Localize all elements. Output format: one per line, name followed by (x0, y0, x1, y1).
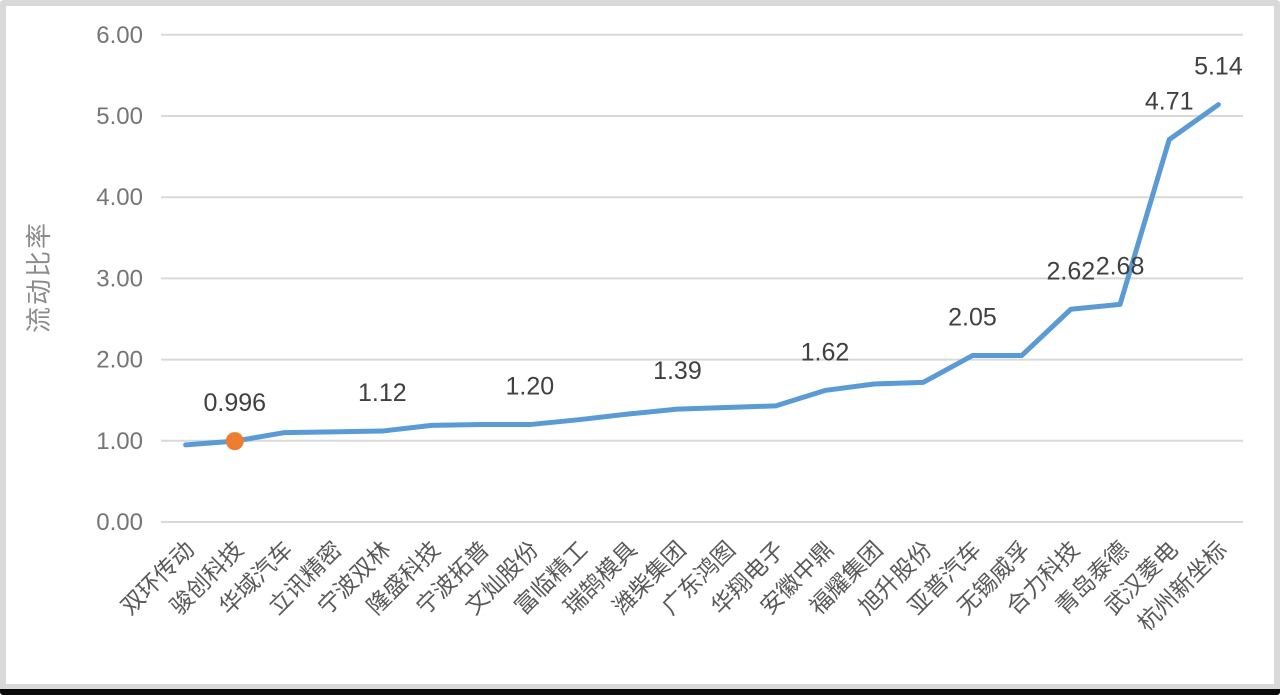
data-label: 1.62 (801, 338, 850, 366)
data-label: 1.20 (506, 373, 555, 401)
data-label: 2.05 (948, 304, 997, 332)
bottom-gray-strip (0, 684, 1280, 689)
highlight-marker (225, 432, 244, 451)
y-tick-label: 5.00 (96, 103, 143, 130)
data-labels: 0.996 1.12 1.20 1.39 1.62 2.05 2.62 2.68 4.715.1… (203, 53, 1242, 417)
bottom-black-bar (0, 689, 1280, 695)
series-line (183, 102, 1221, 448)
data-label: 0.996 (203, 389, 266, 417)
y-tick-label: 6.00 (96, 22, 143, 49)
y-tick-label: 3.00 (96, 265, 143, 292)
data-label: 5.14 (1194, 53, 1243, 81)
y-axis-tick-labels: 0.00 1.00 2.00 3.00 4.00 5.00 6.00 (96, 22, 143, 536)
y-tick-label: 1.00 (96, 428, 143, 455)
x-axis-category-labels: 双环传动骏创科技华域汽车立讯精密宁波双林隆盛科技宁波拓普文灿股份富临精工瑞鹄模具… (116, 536, 1232, 636)
gridlines (161, 33, 1243, 523)
data-label: 1.39 (653, 357, 702, 385)
data-label: 4.71 (1145, 88, 1194, 116)
y-tick-label: 2.00 (96, 347, 143, 374)
data-label: 2.62 (1047, 257, 1096, 285)
y-tick-label: 0.00 (96, 509, 143, 536)
data-label: 1.12 (358, 379, 407, 407)
data-label: 2.68 (1096, 252, 1145, 280)
line-series (183, 102, 1221, 451)
y-tick-label: 4.00 (96, 184, 143, 211)
y-axis-title: 流动比率 (24, 221, 54, 333)
